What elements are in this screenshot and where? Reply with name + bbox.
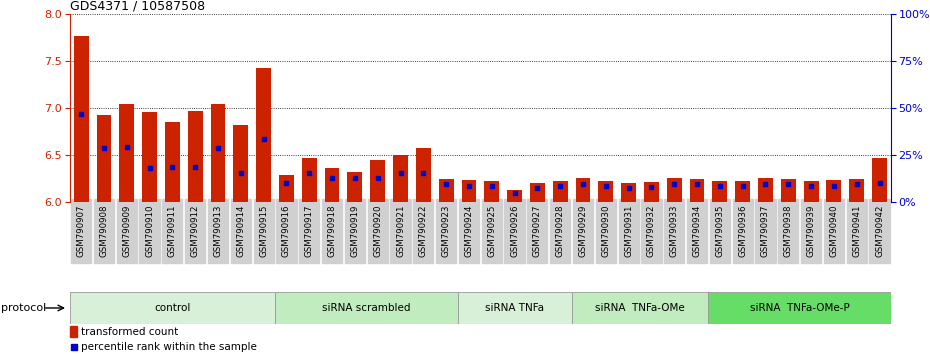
Bar xyxy=(712,181,727,202)
Text: transformed count: transformed count xyxy=(81,327,178,337)
Bar xyxy=(257,68,271,202)
Bar xyxy=(576,178,591,202)
Text: protocol: protocol xyxy=(1,303,46,313)
Bar xyxy=(416,148,431,202)
Text: percentile rank within the sample: percentile rank within the sample xyxy=(81,342,257,352)
Bar xyxy=(325,168,339,202)
Bar xyxy=(667,178,682,202)
Bar xyxy=(849,179,864,202)
Bar xyxy=(348,172,363,202)
Bar xyxy=(530,183,545,202)
Bar xyxy=(97,115,112,202)
Bar xyxy=(165,122,179,202)
Bar xyxy=(781,179,796,202)
Bar xyxy=(572,292,709,324)
Text: control: control xyxy=(154,303,191,313)
Bar xyxy=(872,158,887,202)
Text: GDS4371 / 10587508: GDS4371 / 10587508 xyxy=(70,0,205,12)
Bar xyxy=(188,111,203,202)
Bar xyxy=(598,181,613,202)
Bar xyxy=(621,183,636,202)
Bar xyxy=(804,181,818,202)
Bar xyxy=(233,125,248,202)
Bar xyxy=(507,190,522,202)
Bar xyxy=(370,160,385,202)
Bar xyxy=(827,180,842,202)
Bar xyxy=(302,158,317,202)
Bar xyxy=(275,292,458,324)
Bar xyxy=(709,292,891,324)
Bar xyxy=(552,181,567,202)
Text: siRNA TNFa: siRNA TNFa xyxy=(485,303,544,313)
Bar xyxy=(142,112,157,202)
Bar xyxy=(758,178,773,202)
Bar xyxy=(736,181,751,202)
Bar xyxy=(690,179,704,202)
Bar xyxy=(458,292,572,324)
Text: siRNA  TNFa-OMe: siRNA TNFa-OMe xyxy=(595,303,684,313)
Text: siRNA scrambled: siRNA scrambled xyxy=(322,303,410,313)
Bar xyxy=(119,104,134,202)
Bar xyxy=(279,175,294,202)
Bar xyxy=(644,182,658,202)
Bar xyxy=(70,326,77,337)
Bar xyxy=(210,104,225,202)
Bar xyxy=(73,36,88,202)
Bar xyxy=(70,292,275,324)
Bar xyxy=(461,180,476,202)
Bar xyxy=(485,181,499,202)
Bar xyxy=(393,155,408,202)
Bar xyxy=(439,179,454,202)
Text: siRNA  TNFa-OMe-P: siRNA TNFa-OMe-P xyxy=(750,303,850,313)
